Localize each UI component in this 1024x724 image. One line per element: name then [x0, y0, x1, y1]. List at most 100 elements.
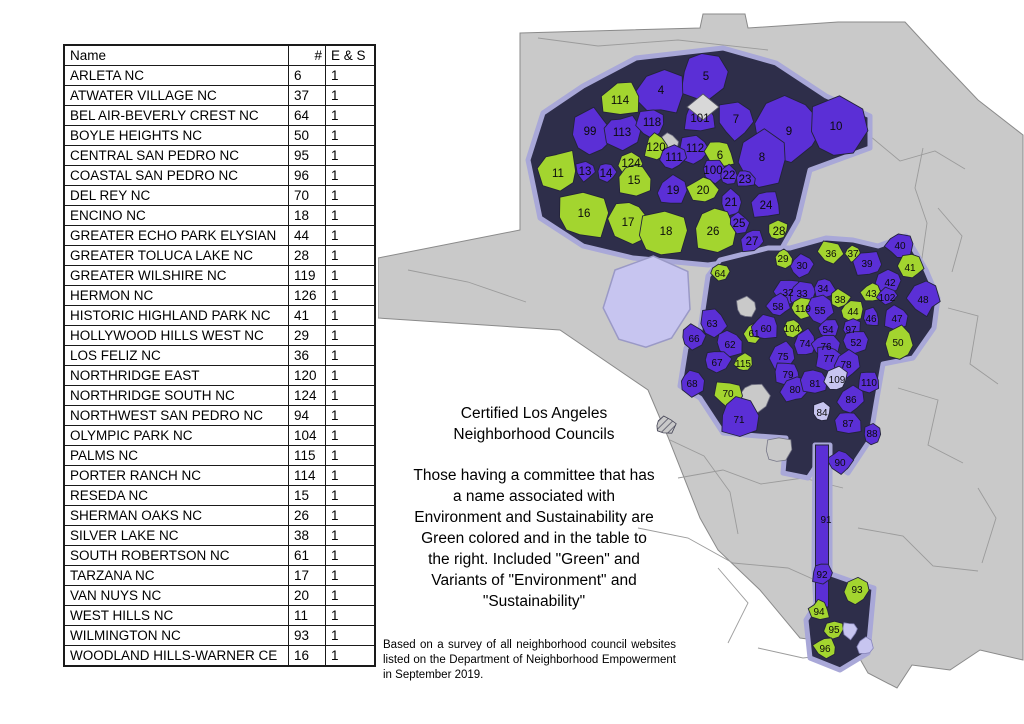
- cell-e-and-s: 1: [325, 185, 376, 206]
- cell-e-and-s: 1: [325, 325, 376, 346]
- table-row: GREATER WILSHIRE NC 119 1: [63, 265, 376, 286]
- header-number: #: [288, 44, 326, 66]
- county-boundary-line: [537, 37, 769, 51]
- district-44: [840, 300, 864, 323]
- cell-e-and-s: 1: [325, 645, 376, 667]
- cell-number: 37: [288, 85, 326, 106]
- table-row: PALMS NC 115 1: [63, 445, 376, 466]
- cell-e-and-s: 1: [325, 285, 376, 306]
- table-row: BEL AIR-BEVERLY CREST NC 64 1: [63, 105, 376, 126]
- district-label-10: 10: [830, 121, 843, 133]
- district-110: [857, 371, 880, 394]
- district-label-37: 37: [847, 249, 859, 260]
- table-row: LOS FELIZ NC 36 1: [63, 345, 376, 366]
- table-row: SOUTH ROBERTSON NC 61 1: [63, 545, 376, 566]
- district-label-44: 44: [847, 307, 859, 318]
- district-34: [813, 278, 837, 299]
- district-label-111: 111: [665, 152, 682, 164]
- table-row: WILMINGTON NC 93 1: [63, 625, 376, 646]
- cell-number: 29: [288, 325, 326, 346]
- cell-name: ARLETA NC: [63, 65, 289, 86]
- cell-number: 64: [288, 105, 326, 126]
- county-boundary-line: [637, 527, 834, 589]
- table-row: HOLLYWOOD HILLS WEST NC 29 1: [63, 325, 376, 346]
- district-label-48: 48: [917, 295, 929, 306]
- district-label-32: 32: [782, 288, 794, 299]
- district-58: [765, 292, 791, 317]
- cell-name: SHERMAN OAKS NC: [63, 505, 289, 526]
- la-neighborhood-map: 5 4 114 99 113 118 101 7 9 10 120 112 6 8 11 13 14 124 15 1…: [378, 8, 1024, 720]
- district-label-23: 23: [739, 174, 752, 186]
- cell-e-and-s: 1: [325, 605, 376, 626]
- table-row: WEST HILLS NC 11 1: [63, 605, 376, 626]
- table-row: WOODLAND HILLS-WARNER CE 16 1: [63, 645, 376, 667]
- district-label-4: 4: [658, 85, 665, 97]
- cell-e-and-s: 1: [325, 425, 376, 446]
- cell-e-and-s: 1: [325, 65, 376, 86]
- district-label-40: 40: [894, 241, 906, 252]
- cell-name: HOLLYWOOD HILLS WEST NC: [63, 325, 289, 346]
- district-label-95: 95: [828, 625, 840, 636]
- district-111: [659, 144, 688, 170]
- district-label-25: 25: [733, 218, 746, 230]
- district-41: [896, 253, 925, 279]
- table-row: HERMON NC 126 1: [63, 285, 376, 306]
- district-99: [572, 106, 617, 156]
- port-basin: [856, 636, 874, 654]
- cell-name: WOODLAND HILLS-WARNER CE: [63, 645, 289, 667]
- county-boundary-line: [897, 387, 964, 464]
- cell-name: HISTORIC HIGHLAND PARK NC: [63, 305, 289, 326]
- district-label-124: 124: [621, 158, 641, 170]
- district-36: [816, 240, 845, 265]
- district-label-58: 58: [772, 302, 784, 313]
- district-label-115: 115: [735, 359, 751, 370]
- cell-number: 17: [288, 565, 326, 586]
- district-label-55: 55: [814, 306, 826, 317]
- cell-name: DEL REY NC: [63, 185, 289, 206]
- district-label-84: 84: [816, 408, 828, 419]
- district-28: [768, 219, 789, 240]
- district-25: [729, 211, 751, 235]
- cell-e-and-s: 1: [325, 525, 376, 546]
- county-boundary-line: [869, 135, 966, 170]
- district-23: [735, 170, 756, 187]
- district-94: [807, 598, 830, 621]
- district-95: [823, 620, 844, 640]
- district-label-91: 91: [820, 515, 832, 526]
- district-label-87: 87: [842, 419, 854, 430]
- cell-e-and-s: 1: [325, 545, 376, 566]
- district-label-6: 6: [717, 150, 723, 162]
- cell-e-and-s: 1: [325, 625, 376, 646]
- district-87: [834, 412, 862, 434]
- district-5: [680, 53, 729, 103]
- district-label-38: 38: [834, 295, 846, 306]
- table-row: BOYLE HEIGHTS NC 50 1: [63, 125, 376, 146]
- district-50: [884, 324, 914, 360]
- cell-name: PORTER RANCH NC: [63, 465, 289, 486]
- cell-number: 41: [288, 305, 326, 326]
- district-label-54: 54: [822, 325, 834, 336]
- district-10: [811, 95, 869, 156]
- district-label-22: 22: [723, 170, 736, 182]
- cell-name: RESEDA NC: [63, 485, 289, 506]
- cell-name: BEL AIR-BEVERLY CREST NC: [63, 105, 289, 126]
- cell-name: NORTHRIDGE SOUTH NC: [63, 385, 289, 406]
- district-label-15: 15: [628, 175, 641, 187]
- cell-number: 114: [288, 465, 326, 486]
- district-label-30: 30: [796, 261, 808, 272]
- district-label-99: 99: [584, 126, 597, 138]
- port-basin: [842, 622, 858, 641]
- district-100: [702, 159, 727, 185]
- district-label-119: 119: [795, 304, 811, 315]
- cell-e-and-s: 1: [325, 385, 376, 406]
- cell-number: 18: [288, 205, 326, 226]
- district-label-47: 47: [891, 314, 903, 325]
- district-label-24: 24: [760, 200, 773, 212]
- header-e-and-s: E & S: [325, 44, 376, 66]
- district-label-9: 9: [786, 126, 792, 138]
- table-row: SILVER LAKE NC 38 1: [63, 525, 376, 546]
- district-label-75: 75: [777, 352, 789, 363]
- cell-name: VAN NUYS NC: [63, 585, 289, 606]
- district-label-42: 42: [884, 278, 896, 289]
